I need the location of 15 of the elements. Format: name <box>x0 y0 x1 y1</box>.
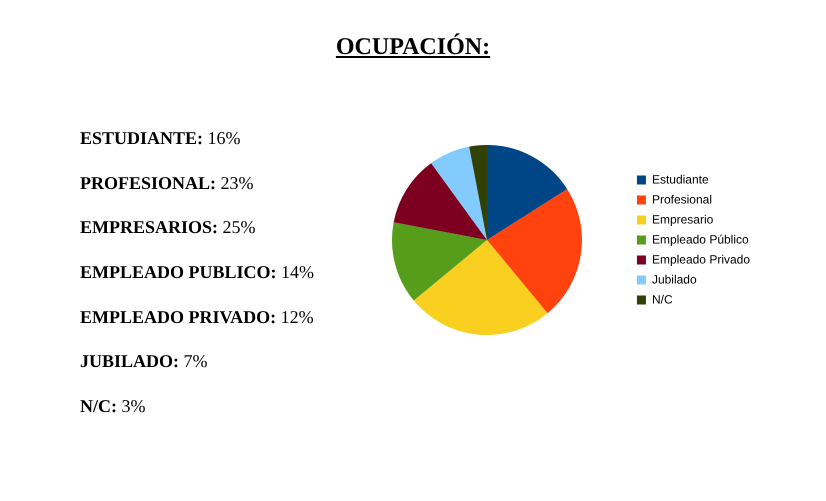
legend-label: Empleado Público <box>652 232 749 246</box>
legend-label: Jubilado <box>652 272 697 286</box>
text: JUBILADO: 7% <box>80 351 209 374</box>
chart-title: OCUPACIÓN: <box>336 34 490 60</box>
text: N/C: 3% <box>80 396 146 418</box>
legend-label: N/C <box>652 292 673 306</box>
legend-label: Empresario <box>652 212 714 226</box>
legend-label: Empleado Privado <box>652 252 750 266</box>
text: PROFESIONAL: 23% <box>80 172 255 195</box>
text: EMPLEADO PRIVADO: 12% <box>80 306 314 329</box>
legend-label: Estudiante <box>652 172 709 186</box>
text: EMPRESARIOS: 25% <box>80 217 257 240</box>
text: EMPLEADO PUBLICO: 14% <box>80 262 314 284</box>
text: ESTUDIANTE: 16% <box>80 128 242 150</box>
legend-label: Profesional <box>652 192 712 206</box>
